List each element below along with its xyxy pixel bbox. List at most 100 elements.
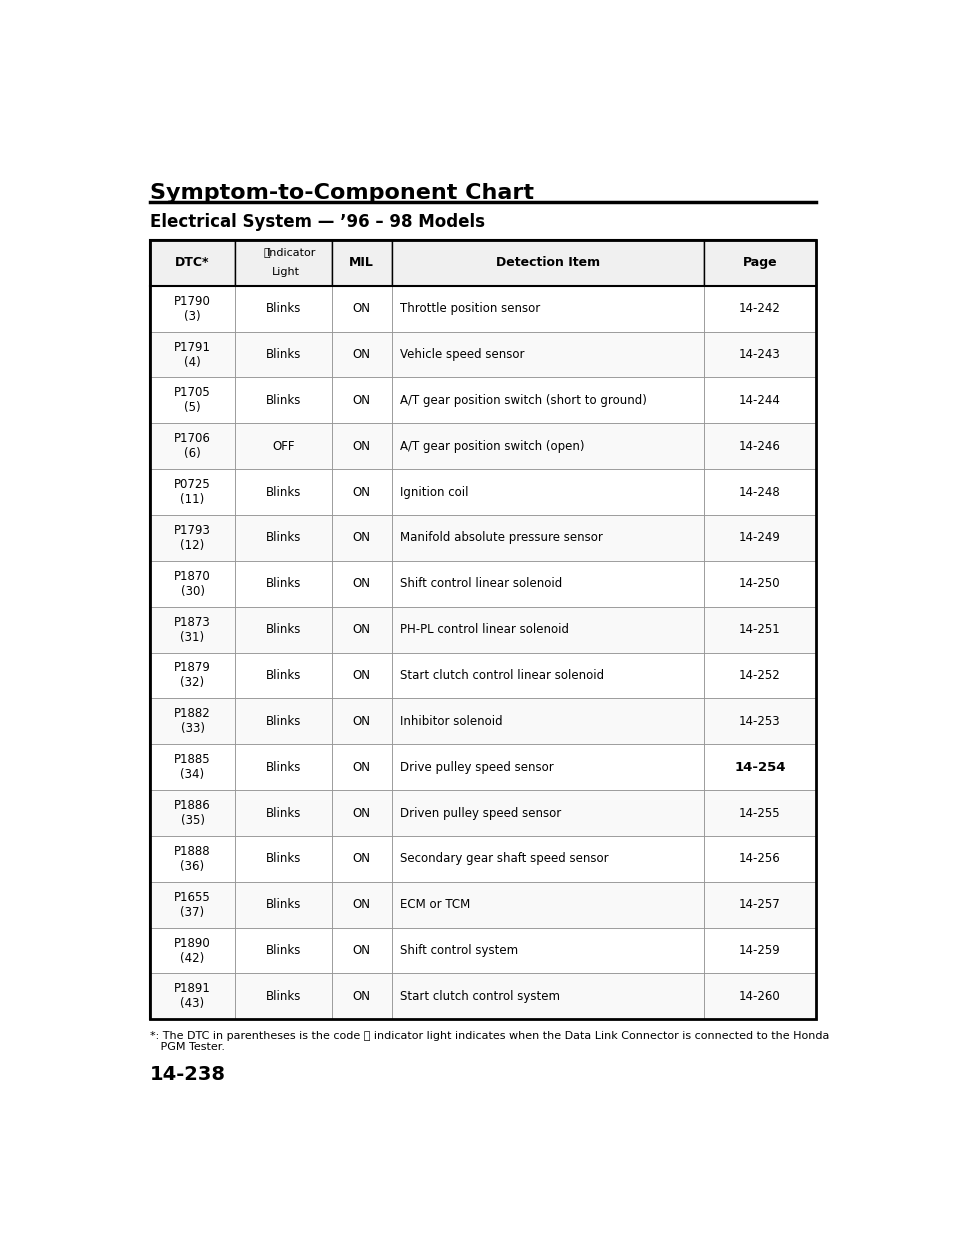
Text: Manifold absolute pressure sensor: Manifold absolute pressure sensor	[400, 532, 604, 544]
Text: Vehicle speed sensor: Vehicle speed sensor	[400, 348, 525, 361]
Bar	[235, 882, 332, 928]
Text: Inhibitor solenoid: Inhibitor solenoid	[400, 715, 503, 728]
Text: Shift control linear solenoid: Shift control linear solenoid	[400, 578, 563, 590]
Text: ON: ON	[352, 623, 371, 636]
Text: P1793
(12): P1793 (12)	[174, 524, 211, 551]
Text: Detection Item: Detection Item	[495, 256, 600, 270]
Bar	[332, 561, 392, 606]
Bar	[332, 515, 392, 561]
Bar	[392, 744, 704, 790]
Bar	[332, 836, 392, 882]
Text: Blinks: Blinks	[266, 852, 301, 866]
Bar	[332, 424, 392, 469]
Bar	[392, 240, 704, 286]
Bar	[150, 240, 816, 1020]
Bar	[392, 790, 704, 836]
Bar	[704, 928, 816, 974]
Text: ON: ON	[352, 852, 371, 866]
Bar	[392, 286, 704, 332]
Bar	[704, 332, 816, 378]
Text: 14-249: 14-249	[739, 532, 780, 544]
Bar	[235, 332, 332, 378]
Bar	[704, 652, 816, 698]
Text: P0725
(11): P0725 (11)	[174, 478, 211, 505]
Text: ON: ON	[352, 715, 371, 728]
Bar	[704, 561, 816, 606]
Bar	[235, 698, 332, 744]
Bar	[235, 378, 332, 424]
Text: 14-243: 14-243	[739, 348, 780, 361]
Text: Blinks: Blinks	[266, 302, 301, 315]
Bar	[392, 836, 704, 882]
Text: P1870
(30): P1870 (30)	[174, 570, 211, 597]
Text: 14-248: 14-248	[739, 486, 780, 498]
Text: Drive pulley speed sensor: Drive pulley speed sensor	[400, 760, 554, 774]
Bar	[150, 606, 235, 652]
Bar	[150, 790, 235, 836]
Bar	[704, 424, 816, 469]
Text: Driven pulley speed sensor: Driven pulley speed sensor	[400, 806, 562, 820]
Bar	[235, 836, 332, 882]
Bar	[704, 286, 816, 332]
Text: Blinks: Blinks	[266, 760, 301, 774]
Bar	[392, 378, 704, 424]
Bar	[704, 469, 816, 515]
Text: P1882
(33): P1882 (33)	[174, 708, 211, 735]
Text: Electrical System — ’96 – 98 Models: Electrical System — ’96 – 98 Models	[150, 214, 485, 231]
Bar	[704, 974, 816, 1020]
Text: Light: Light	[272, 267, 300, 277]
Text: Blinks: Blinks	[266, 623, 301, 636]
Text: ON: ON	[352, 760, 371, 774]
Bar	[235, 790, 332, 836]
Bar	[332, 882, 392, 928]
Text: Secondary gear shaft speed sensor: Secondary gear shaft speed sensor	[400, 852, 609, 866]
Bar	[150, 836, 235, 882]
Bar	[332, 698, 392, 744]
Bar	[332, 240, 392, 286]
Bar	[150, 332, 235, 378]
Text: P1655
(37): P1655 (37)	[174, 891, 211, 919]
Bar	[235, 515, 332, 561]
Text: Start clutch control linear solenoid: Start clutch control linear solenoid	[400, 669, 605, 682]
Bar	[704, 790, 816, 836]
Text: P1790
(3): P1790 (3)	[174, 294, 211, 323]
Bar	[332, 928, 392, 974]
Text: P1879
(32): P1879 (32)	[174, 662, 211, 689]
Text: ON: ON	[352, 532, 371, 544]
Bar	[704, 836, 816, 882]
Text: Page: Page	[742, 256, 778, 270]
Text: P1890
(42): P1890 (42)	[174, 936, 211, 965]
Text: Blinks: Blinks	[266, 806, 301, 820]
Text: 14-238: 14-238	[150, 1066, 226, 1084]
Text: P1873
(31): P1873 (31)	[174, 616, 211, 643]
Bar	[150, 928, 235, 974]
Text: Symptom-to-Component Chart: Symptom-to-Component Chart	[150, 183, 534, 202]
Text: Shift control system: Shift control system	[400, 944, 518, 958]
Bar	[150, 974, 235, 1020]
Text: 14-253: 14-253	[739, 715, 780, 728]
Text: Blinks: Blinks	[266, 944, 301, 958]
Bar	[392, 332, 704, 378]
Text: 14-254: 14-254	[734, 760, 785, 774]
Text: ON: ON	[352, 990, 371, 1002]
Bar	[235, 652, 332, 698]
Text: ON: ON	[352, 898, 371, 912]
Text: P1891
(43): P1891 (43)	[174, 982, 211, 1011]
Bar	[235, 606, 332, 652]
Bar	[150, 469, 235, 515]
Bar	[150, 744, 235, 790]
Bar	[392, 652, 704, 698]
Text: 14-257: 14-257	[739, 898, 780, 912]
Text: Blinks: Blinks	[266, 578, 301, 590]
Text: 14-250: 14-250	[739, 578, 780, 590]
Text: Blinks: Blinks	[266, 990, 301, 1002]
Text: Indicator: Indicator	[267, 248, 316, 258]
Text: P1888
(36): P1888 (36)	[174, 845, 211, 873]
Bar	[235, 424, 332, 469]
Bar	[392, 515, 704, 561]
Bar	[704, 698, 816, 744]
Text: OFF: OFF	[273, 440, 295, 453]
Text: 14-256: 14-256	[739, 852, 780, 866]
Bar	[332, 652, 392, 698]
Text: ON: ON	[352, 806, 371, 820]
